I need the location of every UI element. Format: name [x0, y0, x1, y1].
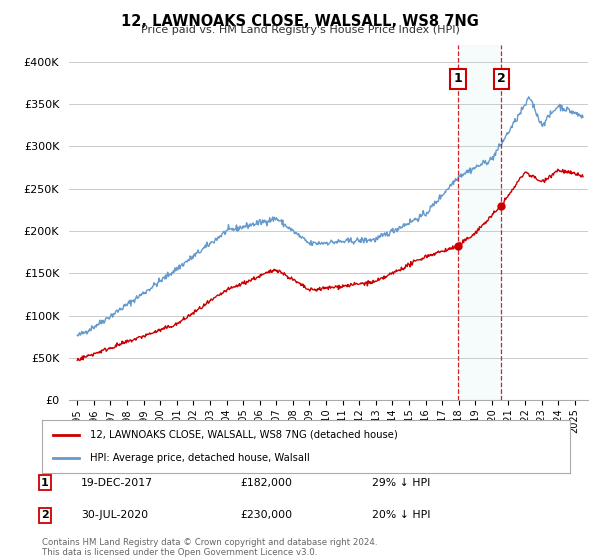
Text: Price paid vs. HM Land Registry's House Price Index (HPI): Price paid vs. HM Land Registry's House …: [140, 25, 460, 35]
Text: 30-JUL-2020: 30-JUL-2020: [81, 510, 148, 520]
Text: 1: 1: [41, 478, 49, 488]
Text: 12, LAWNOAKS CLOSE, WALSALL, WS8 7NG (detached house): 12, LAWNOAKS CLOSE, WALSALL, WS8 7NG (de…: [89, 430, 397, 440]
Text: £230,000: £230,000: [240, 510, 292, 520]
Text: 20% ↓ HPI: 20% ↓ HPI: [372, 510, 431, 520]
Bar: [458, 45, 502, 400]
Text: 1: 1: [454, 72, 463, 85]
Text: 19-DEC-2017: 19-DEC-2017: [81, 478, 153, 488]
Text: 12, LAWNOAKS CLOSE, WALSALL, WS8 7NG: 12, LAWNOAKS CLOSE, WALSALL, WS8 7NG: [121, 14, 479, 29]
Text: £182,000: £182,000: [240, 478, 292, 488]
Text: HPI: Average price, detached house, Walsall: HPI: Average price, detached house, Wals…: [89, 453, 309, 463]
Text: 2: 2: [41, 510, 49, 520]
Text: 2: 2: [497, 72, 506, 85]
Text: 29% ↓ HPI: 29% ↓ HPI: [372, 478, 430, 488]
Text: Contains HM Land Registry data © Crown copyright and database right 2024.
This d: Contains HM Land Registry data © Crown c…: [42, 538, 377, 557]
